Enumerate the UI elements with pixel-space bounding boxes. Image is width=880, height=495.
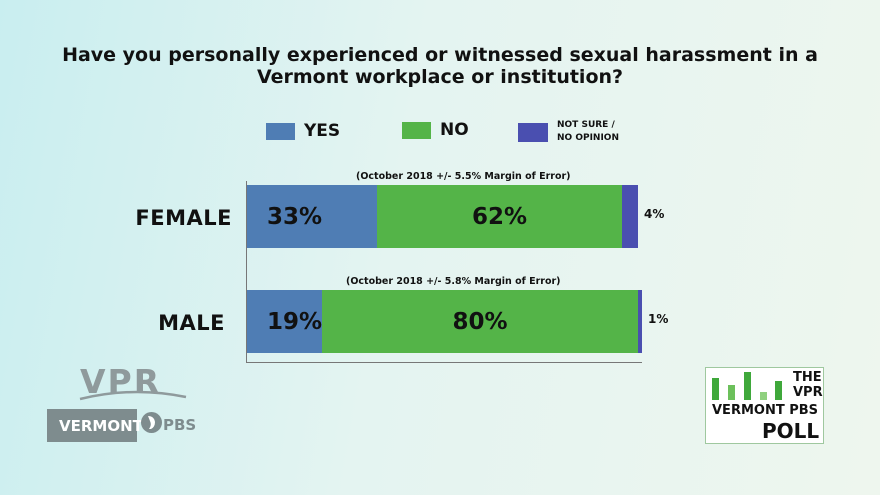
legend-not-sure-swatch [518, 122, 548, 142]
legend-not-sure-line-2: NO OPINION [557, 133, 619, 143]
margin-of-error-female: (October 2018 +/- 5.5% Margin of Error) [356, 171, 571, 182]
bar-male-no: 80% [322, 290, 638, 353]
poll-logo-line-1: THE [793, 370, 822, 385]
bar-label-female-yes: 33% [267, 203, 323, 230]
legend-not-sure-line-1: NOT SURE / [557, 120, 615, 130]
pbs-head-icon [141, 412, 162, 433]
title-line-1: Have you personally experienced or witne… [62, 44, 818, 66]
poll-logo-bar-icon [728, 385, 735, 400]
poll-logo-line-4: POLL [762, 419, 820, 443]
bar-label-female-not-sure: 4% [644, 207, 665, 221]
legend-no: NO [402, 120, 469, 140]
legend-yes-swatch [266, 122, 295, 140]
title-line-2: Vermont workplace or institution? [256, 66, 624, 88]
bar-female-no: 62% [377, 185, 622, 248]
legend-no-label: NO [440, 120, 469, 140]
pbs-logo-text: PBS [163, 416, 197, 434]
legend-yes: YES [266, 121, 340, 141]
legend-yes-label: YES [304, 121, 341, 141]
bar-label-male-yes: 19% [267, 308, 323, 335]
poll-logo-line-3: VERMONT PBS [712, 403, 819, 418]
bar-label-male-no: 80% [452, 308, 508, 335]
vpr-vermont-pbs-poll-logo: THE VPR VERMONT PBS POLL [705, 367, 824, 444]
bar-female-yes: 33% [247, 185, 377, 248]
bar-female-not-sure [622, 185, 638, 248]
poll-logo-bar-icon [775, 381, 782, 400]
y-axis-line [246, 181, 247, 363]
bar-label-female-no: 62% [471, 203, 528, 230]
chart-title: Have you personally experienced or witne… [0, 44, 880, 88]
vpr-logo-text: VPR [80, 362, 162, 401]
bar-label-male-not-sure: 1% [648, 312, 669, 326]
legend-not-sure: NOT SURE / NO OPINION [518, 119, 667, 145]
legend-not-sure-label: NOT SURE / NO OPINION [557, 119, 667, 145]
poll-logo-bar-icon [744, 372, 751, 400]
vermont-logo-box: VERMONT [47, 409, 143, 442]
vpr-swoosh-icon [79, 390, 187, 401]
poll-logo-bar-icon [712, 378, 719, 400]
poll-logo-bar-icon [760, 392, 767, 400]
bar-male-yes: 19% [247, 290, 322, 353]
poll-logo-line-2: VPR [793, 385, 823, 400]
x-axis-line [246, 362, 642, 363]
legend-no-swatch [402, 121, 431, 139]
margin-of-error-male: (October 2018 +/- 5.8% Margin of Error) [346, 276, 561, 287]
bar-male-not-sure [638, 290, 642, 353]
category-label-female: FEMALE [135, 206, 232, 230]
category-label-male: MALE [158, 311, 225, 335]
